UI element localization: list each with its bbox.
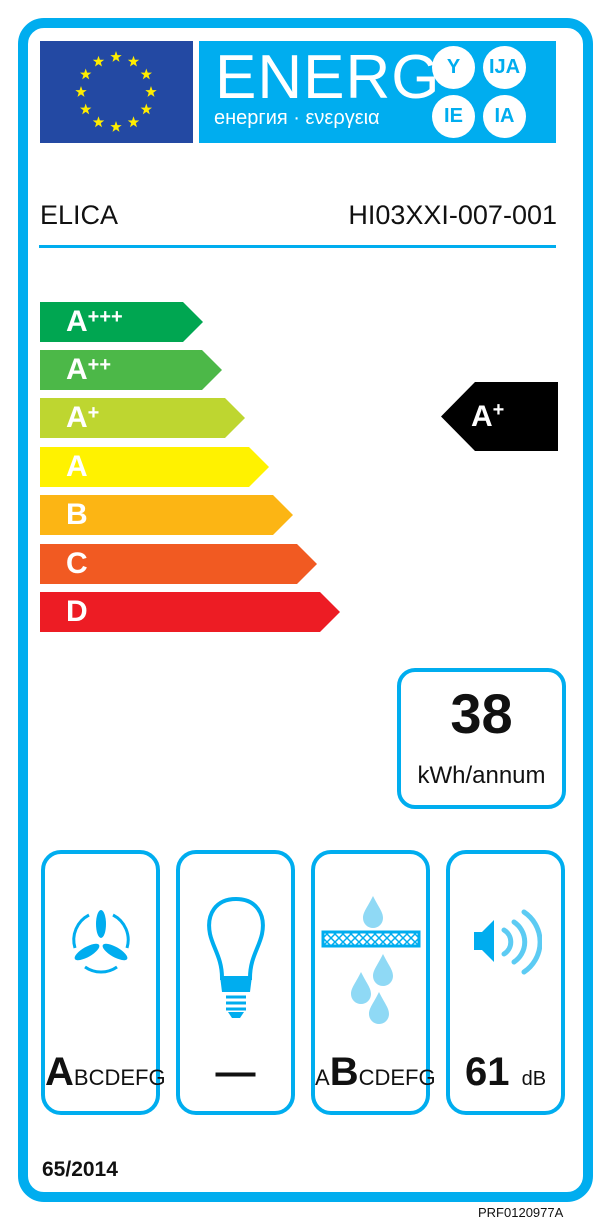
- model-id: HI03XXI-007-001: [348, 200, 557, 230]
- star: [127, 55, 140, 67]
- class-letter: A: [66, 401, 88, 434]
- speaker-icon: [473, 909, 542, 975]
- class-letter: D: [66, 595, 88, 628]
- star: [92, 55, 105, 67]
- suffix-y: Y: [432, 46, 475, 89]
- star: [127, 116, 140, 128]
- star: [110, 51, 122, 62]
- star: [80, 68, 92, 80]
- label-frame: [18, 18, 593, 1202]
- star: [80, 103, 92, 115]
- fan-icon: [71, 910, 130, 974]
- class-letter: C: [66, 547, 88, 580]
- class-bar: C: [40, 544, 317, 584]
- class-letter: B: [66, 498, 88, 531]
- consumption-unit: kWh/annum: [417, 762, 546, 789]
- fluid-dynamic-box: ABCDEFG: [41, 850, 166, 1115]
- noise-value: 61 dB: [464, 1050, 547, 1094]
- class-bar: A+: [40, 398, 245, 438]
- light-bulb-icon: [206, 896, 265, 1018]
- consumption-value: 38: [450, 682, 513, 745]
- energy-word: ENERG: [215, 43, 441, 112]
- supplier-name: ELICA: [40, 200, 119, 230]
- class-letter: A: [66, 353, 88, 386]
- rating-letter: A: [471, 400, 493, 433]
- class-bar: A++: [40, 350, 222, 390]
- consumption-box: 38 kWh/annum: [397, 668, 566, 809]
- label-code: PRF0120977A: [478, 1205, 564, 1220]
- star: [145, 86, 157, 97]
- eu-stars-icon: [75, 51, 157, 132]
- lighting-box: —: [176, 850, 295, 1115]
- star: [92, 116, 105, 128]
- energy-subtitle: енергия · ενεργεια: [214, 107, 380, 129]
- class-plus: +++: [87, 306, 123, 328]
- energy-header: ENERG енергия · ενεργεια Y IJA IE IA: [199, 41, 556, 143]
- rating-plus: +: [492, 399, 505, 421]
- class-bar: A: [40, 447, 269, 487]
- grease-filter-class: ABCDEFG: [315, 1050, 436, 1094]
- noise-box: 61 dB: [446, 850, 565, 1115]
- star: [110, 121, 122, 132]
- grease-filter-box: ABCDEFG: [311, 850, 436, 1115]
- regulation-number: 65/2014: [42, 1158, 118, 1181]
- suffix-ie: IE: [432, 95, 475, 138]
- class-plus: ++: [87, 354, 112, 376]
- star: [75, 86, 87, 97]
- eu-flag: [40, 41, 193, 143]
- class-bar: D: [40, 592, 340, 632]
- star: [140, 68, 152, 80]
- divider: [39, 245, 556, 248]
- class-plus: +: [87, 402, 100, 424]
- lighting-class: —: [215, 1050, 256, 1094]
- suffix-ija: IJA: [483, 46, 526, 89]
- fluid-dynamic-class: ABCDEFG: [45, 1050, 166, 1094]
- class-bar: B: [40, 495, 293, 535]
- class-letter: A: [66, 305, 88, 338]
- class-bar: A+++: [40, 302, 203, 342]
- suffix-ia: IA: [483, 95, 526, 138]
- grease-filter-icon: [321, 896, 420, 1024]
- class-letter: A: [66, 450, 88, 483]
- star: [140, 103, 152, 115]
